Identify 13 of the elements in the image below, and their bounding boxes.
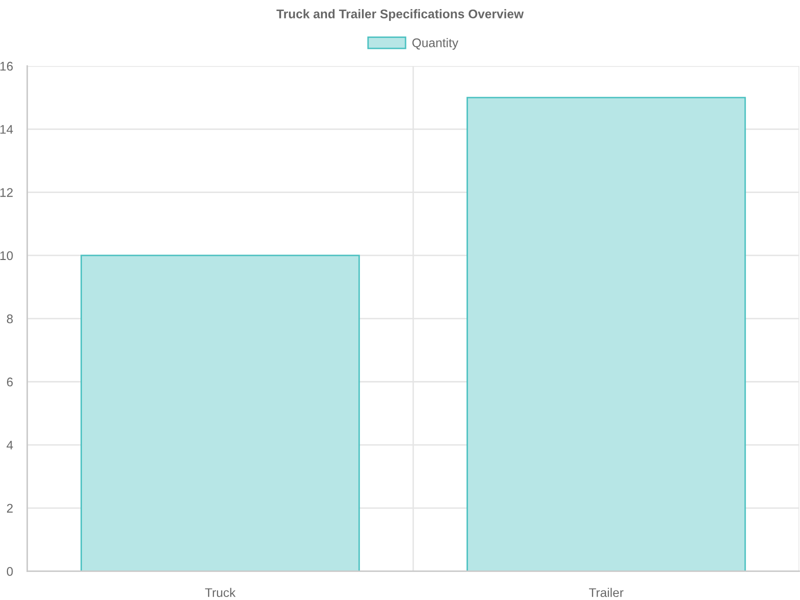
y-tick-label: 6: [6, 378, 13, 386]
y-tick-label: 16: [0, 62, 13, 71]
y-tick-label: 10: [0, 251, 13, 260]
y-tick-label: 0: [6, 567, 13, 576]
y-tick-label: 12: [0, 188, 13, 197]
y-tick-label: 4: [6, 440, 13, 450]
y-tick-label: 2: [6, 504, 13, 513]
legend-label: Quantity: [412, 38, 458, 50]
x-tick-label: Trailer: [589, 588, 624, 598]
x-tick-label: Truck: [205, 588, 236, 598]
y-tick-label: 14: [0, 125, 13, 134]
chart-title: Truck and Trailer Specifications Overview: [276, 9, 524, 21]
y-tick-label: 8: [6, 314, 13, 324]
